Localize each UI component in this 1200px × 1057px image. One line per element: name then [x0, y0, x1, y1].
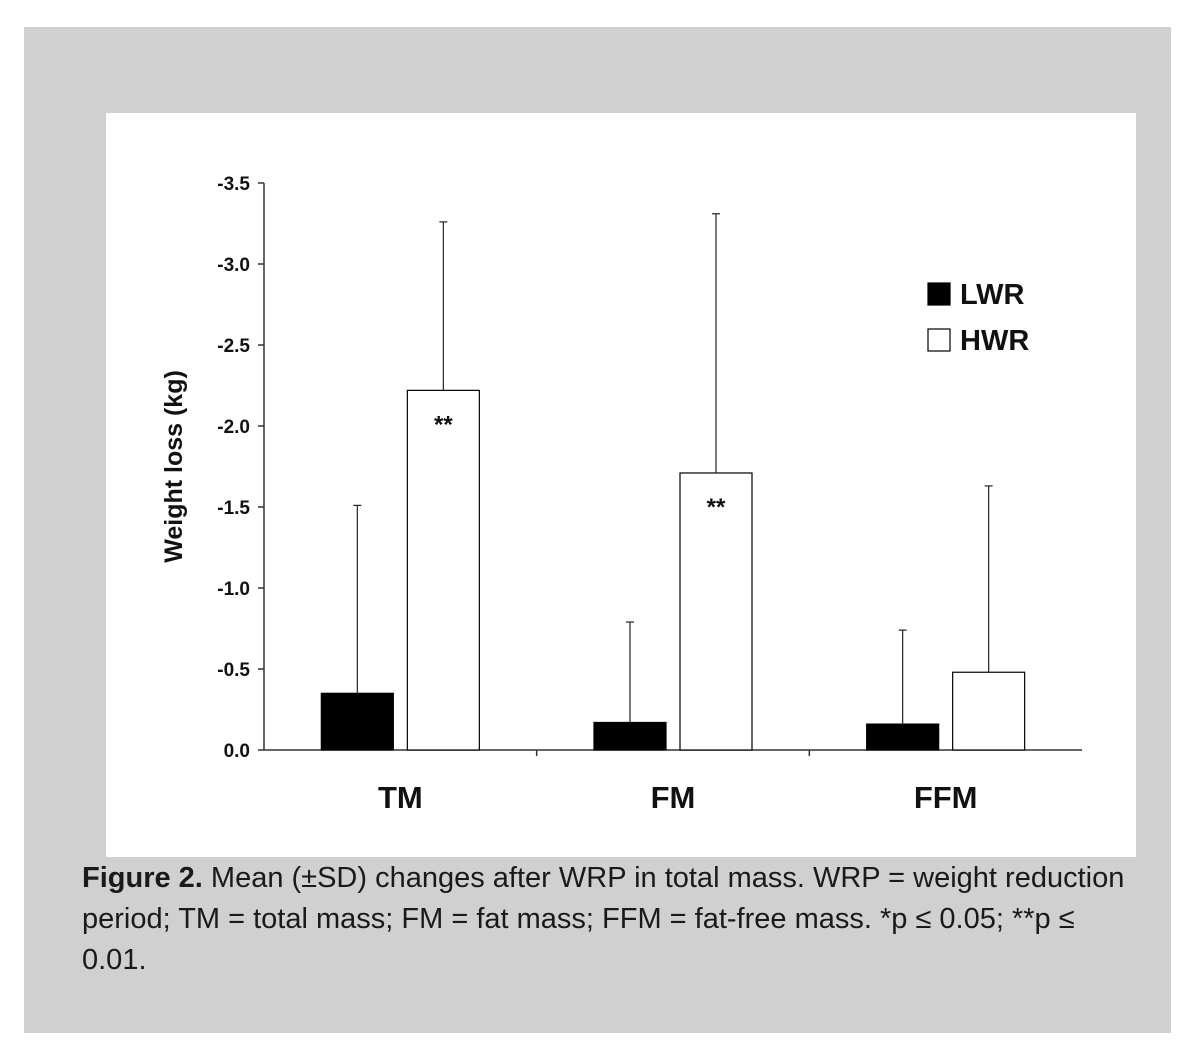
bar-chart: -3.5 -3.0 -2.5 -2.0 -1.5 -1.0 -0.5 0.0 Weight lo…: [160, 174, 1082, 815]
chart-panel: -3.5 -3.0 -2.5 -2.0 -1.5 -1.0 -0.5 0.0 Weight lo…: [106, 113, 1136, 857]
legend-swatch-lwr: [927, 282, 951, 306]
bar-lwr-tm: [320, 692, 394, 751]
figure-frame: -3.5 -3.0 -2.5 -2.0 -1.5 -1.0 -0.5 0.0 Weight lo…: [24, 27, 1171, 1033]
bar-lwr-fm: [593, 721, 667, 751]
y-tick-label: -2.0: [217, 417, 250, 438]
caption-label: Figure 2.: [82, 862, 203, 894]
bar-lwr-ffm: [866, 723, 940, 751]
y-tick-label: -3.0: [217, 255, 250, 276]
y-tick-label: -0.5: [217, 660, 250, 681]
figure-caption: Figure 2. Mean (±SD) changes after WRP i…: [82, 858, 1142, 981]
y-tick-label: -3.5: [217, 174, 250, 195]
bar-hwr-tm: [406, 389, 480, 751]
legend-swatch-hwr: [927, 328, 951, 352]
bar-hwr-fm: [679, 472, 753, 751]
y-tick-label: 0.0: [224, 741, 250, 762]
significance-marker: **: [707, 494, 726, 521]
y-tick-label: -2.5: [217, 336, 250, 357]
significance-marker: **: [434, 411, 453, 438]
x-tick-label: FM: [651, 780, 696, 815]
y-tick-label: -1.0: [217, 579, 250, 600]
y-tick-label: -1.5: [217, 498, 250, 519]
y-axis-title: Weight loss (kg): [160, 370, 188, 563]
bar-hwr-ffm: [952, 671, 1026, 751]
legend-label-lwr: LWR: [960, 279, 1024, 311]
x-tick-label: FFM: [914, 780, 978, 815]
legend-label-hwr: HWR: [960, 325, 1029, 357]
x-tick-label: TM: [378, 780, 423, 815]
caption-text: Mean (±SD) changes after WRP in total ma…: [82, 862, 1125, 976]
